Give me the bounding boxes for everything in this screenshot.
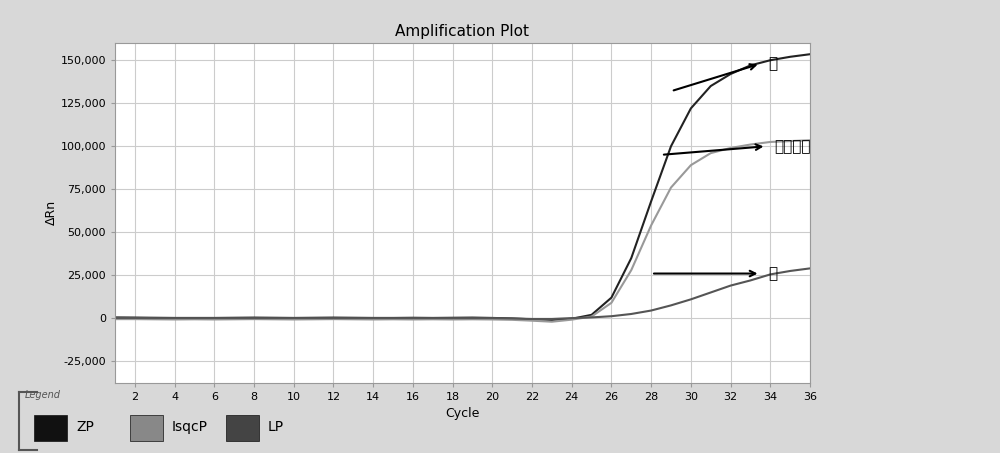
Title: Amplification Plot: Amplification Plot [395, 24, 530, 39]
Bar [34, 415, 67, 441]
Text: 内标质控: 内标质控 [774, 139, 811, 154]
Text: Legend: Legend [25, 390, 61, 400]
Text: ZP: ZP [76, 420, 94, 434]
Bar [226, 415, 259, 441]
Text: LP: LP [268, 420, 284, 434]
Text: IsqcP: IsqcP [172, 420, 208, 434]
Y-axis label: ΔRn: ΔRn [45, 200, 58, 226]
X-axis label: Cycle: Cycle [445, 407, 480, 420]
Bar [130, 415, 163, 441]
Text: 猪: 猪 [768, 56, 777, 71]
Text: 驴: 驴 [768, 266, 777, 281]
